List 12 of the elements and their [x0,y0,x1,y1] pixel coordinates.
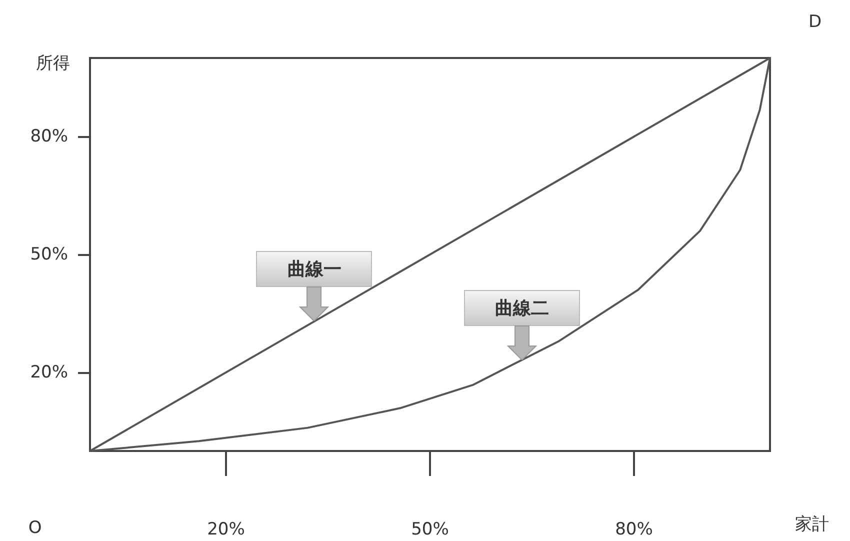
text: D [808,12,822,32]
callout-box: 曲線一 [256,251,372,288]
y-axis-title: 所得 [36,54,70,74]
callout-box: 曲線二 [464,290,580,326]
x-tick-label: 80% [615,520,653,540]
x-axis-title: 家計 [795,514,829,534]
x-tick-label: 20% [207,520,245,540]
y-tick-label: 80% [30,126,68,147]
x-tick-label: 50% [411,520,449,540]
text: O [28,518,42,538]
y-tick-label: 50% [30,244,68,264]
y-tick-label: 20% [30,362,68,382]
